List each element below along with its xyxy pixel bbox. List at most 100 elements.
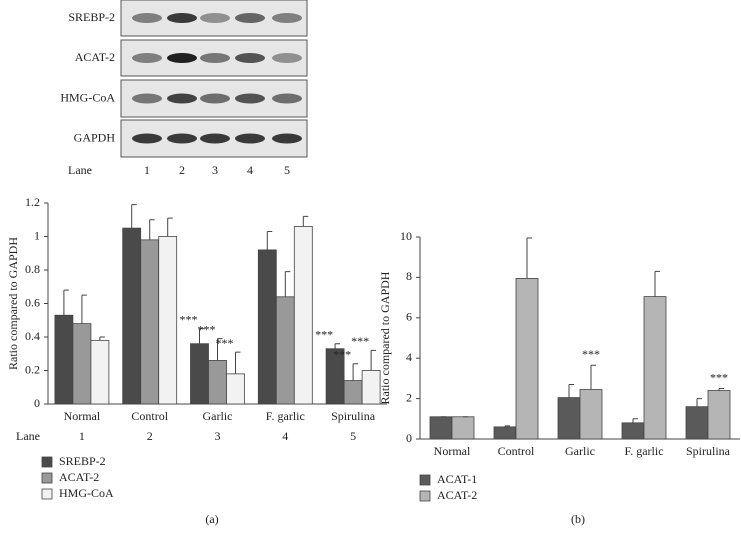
bar xyxy=(707,390,731,440)
blot-label: SREBP-2 xyxy=(68,10,115,24)
y-axis-label: Ratio compared to GAPDH xyxy=(6,237,20,370)
error-bar xyxy=(696,398,702,407)
lane-number: 2 xyxy=(147,429,153,443)
bar xyxy=(429,416,453,440)
bar xyxy=(451,416,475,440)
error-bar xyxy=(718,388,724,391)
bar xyxy=(557,397,581,440)
bar xyxy=(122,227,142,405)
y-tick-label: 0.6 xyxy=(25,295,40,309)
legend-label: ACAT-2 xyxy=(59,470,99,484)
error-bar xyxy=(284,271,291,297)
x-tick-label: Garlic xyxy=(203,409,233,423)
significance-label: *** xyxy=(710,370,728,384)
error-bar xyxy=(99,336,105,341)
y-tick-label: 0 xyxy=(34,396,40,410)
lane-number: 3 xyxy=(212,163,218,177)
bar xyxy=(54,314,74,405)
blot-band xyxy=(200,133,230,144)
y-tick-label: 2 xyxy=(406,390,412,404)
error-bar xyxy=(590,364,596,390)
significance-label: *** xyxy=(582,347,600,361)
bar xyxy=(685,406,709,440)
significance-label: *** xyxy=(351,334,369,348)
legend-swatch xyxy=(41,488,53,500)
bar xyxy=(343,380,363,405)
bar xyxy=(275,296,295,405)
x-tick-label: Garlic xyxy=(565,444,595,458)
blot-band xyxy=(167,93,197,104)
legend-swatch xyxy=(419,474,431,486)
blot-band xyxy=(167,133,197,144)
bar xyxy=(293,226,313,405)
legend-label: ACAT-2 xyxy=(437,488,477,502)
y-tick-label: 0.8 xyxy=(25,262,40,276)
significance-label: *** xyxy=(333,348,351,362)
blot-band xyxy=(235,13,265,23)
y-tick-label: 8 xyxy=(406,269,412,283)
blot-band xyxy=(272,133,302,144)
lane-number: 5 xyxy=(350,429,356,443)
lane-number: 4 xyxy=(282,429,288,443)
x-tick-label: F. garlic xyxy=(624,444,663,458)
y-tick-label: 1 xyxy=(34,228,40,242)
blot-band xyxy=(132,133,162,144)
x-tick-label: Control xyxy=(498,444,535,458)
blot-band xyxy=(167,53,197,63)
blot-label: HMG-CoA xyxy=(60,90,115,104)
error-bar xyxy=(63,289,69,316)
x-tick-label: Control xyxy=(131,409,168,423)
lane-number: 4 xyxy=(247,163,253,177)
bar xyxy=(226,373,245,405)
y-axis-label: Ratio compared to GAPDH xyxy=(378,271,392,404)
error-bar xyxy=(217,338,223,361)
y-tick-label: 0 xyxy=(406,431,412,445)
significance-label: *** xyxy=(180,312,198,326)
y-tick-label: 0.4 xyxy=(25,329,40,343)
blot-band xyxy=(200,53,230,63)
significance-label: *** xyxy=(216,336,234,350)
bar xyxy=(257,249,277,405)
blot-band xyxy=(132,93,162,104)
bar xyxy=(158,236,178,405)
significance-label: *** xyxy=(315,327,333,341)
blot-band xyxy=(132,13,162,23)
bar xyxy=(208,360,227,405)
error-bar xyxy=(370,349,377,371)
bar xyxy=(621,422,645,440)
bar xyxy=(515,278,539,440)
y-tick-label: 1.2 xyxy=(25,195,40,209)
bar xyxy=(190,343,209,405)
lane-number: 2 xyxy=(179,163,185,177)
lane-number: 1 xyxy=(144,163,150,177)
error-bar xyxy=(235,351,241,374)
bar xyxy=(643,296,667,440)
error-bar xyxy=(266,230,273,250)
error-bar xyxy=(568,383,574,398)
error-bar xyxy=(334,343,341,349)
error-bar xyxy=(149,219,155,240)
y-tick-label: 0.2 xyxy=(25,362,40,376)
lane-number: 5 xyxy=(284,163,290,177)
error-bar xyxy=(131,204,137,229)
blot-band xyxy=(235,53,265,63)
lane-number: 3 xyxy=(215,429,221,443)
legend-label: SREBP-2 xyxy=(59,454,106,468)
legend-swatch xyxy=(41,472,53,484)
bar xyxy=(579,389,603,440)
blot-band xyxy=(272,13,302,23)
error-bar xyxy=(352,363,359,381)
legend-label: ACAT-1 xyxy=(437,472,477,486)
bar xyxy=(493,426,517,440)
legend-swatch xyxy=(419,490,431,502)
blot-band xyxy=(235,93,265,104)
panel-label: (b) xyxy=(571,512,585,526)
significance-label: *** xyxy=(198,322,216,336)
panel-label: (a) xyxy=(205,512,218,526)
error-bar xyxy=(199,328,205,344)
error-bar xyxy=(654,270,660,297)
legend-swatch xyxy=(41,456,53,468)
error-bar xyxy=(526,237,532,279)
blot-label: GAPDH xyxy=(74,130,116,144)
